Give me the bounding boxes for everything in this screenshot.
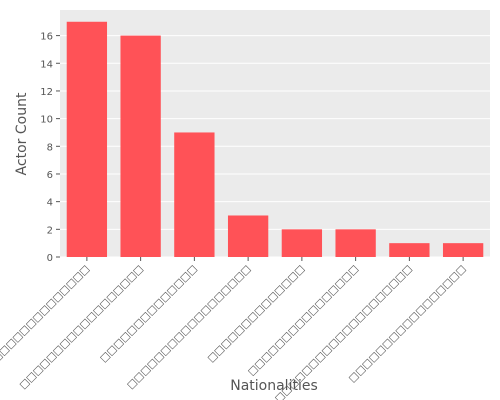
bars <box>66 21 484 258</box>
x-tick-label: □□□□□□□□□□□□□□ <box>98 263 199 364</box>
y-tick-label: 0 <box>47 253 53 264</box>
x-axis-label: Nationalities <box>230 378 318 394</box>
bar <box>281 229 323 257</box>
x-tick-label: □□□□□□□□□□□□□□□□ <box>246 263 361 378</box>
y-tick-label: 14 <box>40 59 53 70</box>
bar <box>389 243 430 257</box>
y-tick-label: 8 <box>47 142 53 153</box>
bar <box>227 215 269 257</box>
x-tick-label: □□□□□□□□□□□□□□ <box>206 263 307 364</box>
y-axis-label: Actor Count <box>14 92 30 175</box>
bar <box>174 132 215 257</box>
bar <box>120 35 161 257</box>
y-tick-label: 4 <box>47 198 53 209</box>
x-tick-label: □□□□□□□□□□□□□□□□□ <box>347 263 468 384</box>
y-tick-label: 10 <box>40 115 53 126</box>
bar <box>335 229 376 257</box>
y-axis-ticks: 0 2 4 6 8 10 12 14 16 <box>40 32 60 264</box>
y-tick-label: 16 <box>40 32 53 43</box>
y-tick-label: 6 <box>47 170 53 181</box>
bar <box>66 21 108 258</box>
bar <box>442 243 484 257</box>
y-tick-label: 12 <box>40 87 53 98</box>
y-tick-label: 2 <box>47 225 53 236</box>
